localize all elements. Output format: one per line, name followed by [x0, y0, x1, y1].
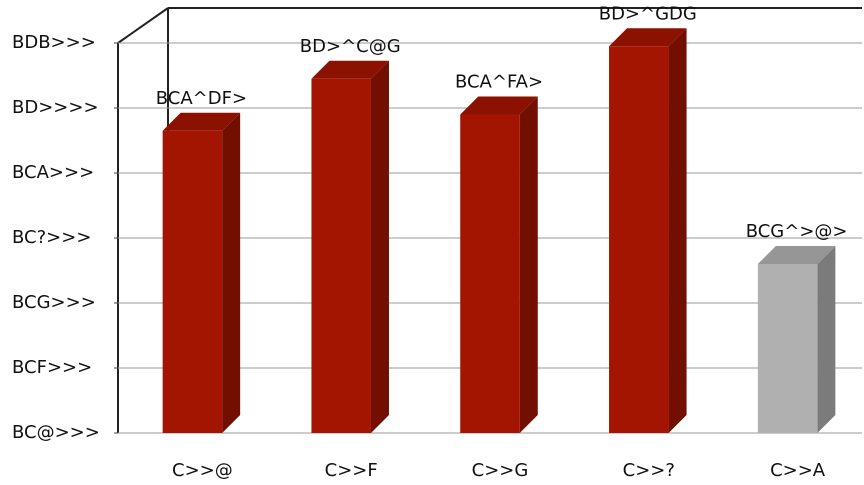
y-tick-label: BCG>>>	[12, 292, 96, 313]
bar	[311, 78, 371, 433]
bar-top	[609, 28, 687, 47]
y-tick-label: BCA>>>	[12, 162, 94, 183]
x-tick-label: C>>F	[325, 460, 378, 481]
value-label: BCG^>@>	[746, 221, 848, 242]
x-tick-label: C>>?	[623, 460, 675, 481]
x-tick-label: C>>A	[770, 460, 826, 481]
back-frame	[117, 7, 169, 44]
bar	[757, 264, 818, 433]
value-label: BCA^DF>	[156, 88, 247, 109]
bar-top	[757, 246, 836, 264]
bar	[609, 46, 669, 433]
y-tick-label: BD>>>>	[12, 97, 99, 118]
value-label: BD>^GDG	[599, 3, 697, 24]
y-tick-label: BC?>>>	[12, 227, 91, 248]
bar-side	[222, 112, 241, 433]
y-tick-label: BDB>>>	[12, 32, 96, 53]
bar-top	[162, 112, 241, 131]
bar-side	[519, 96, 538, 433]
y-tick-label: BC@>>>	[12, 422, 100, 443]
bar	[460, 114, 520, 433]
x-tick-label: C>>@	[172, 460, 233, 481]
x-tick-label: C>>G	[472, 460, 529, 481]
bar-side	[668, 28, 687, 433]
bar	[162, 130, 223, 433]
bar-side	[817, 246, 836, 433]
value-label: BCA^FA>	[455, 72, 543, 93]
bar-side	[370, 60, 389, 433]
value-label: BD>^C@G	[300, 36, 401, 57]
y-tick-label: BCF>>>	[12, 357, 92, 378]
bar-top	[311, 60, 389, 79]
bar-top	[460, 96, 538, 115]
